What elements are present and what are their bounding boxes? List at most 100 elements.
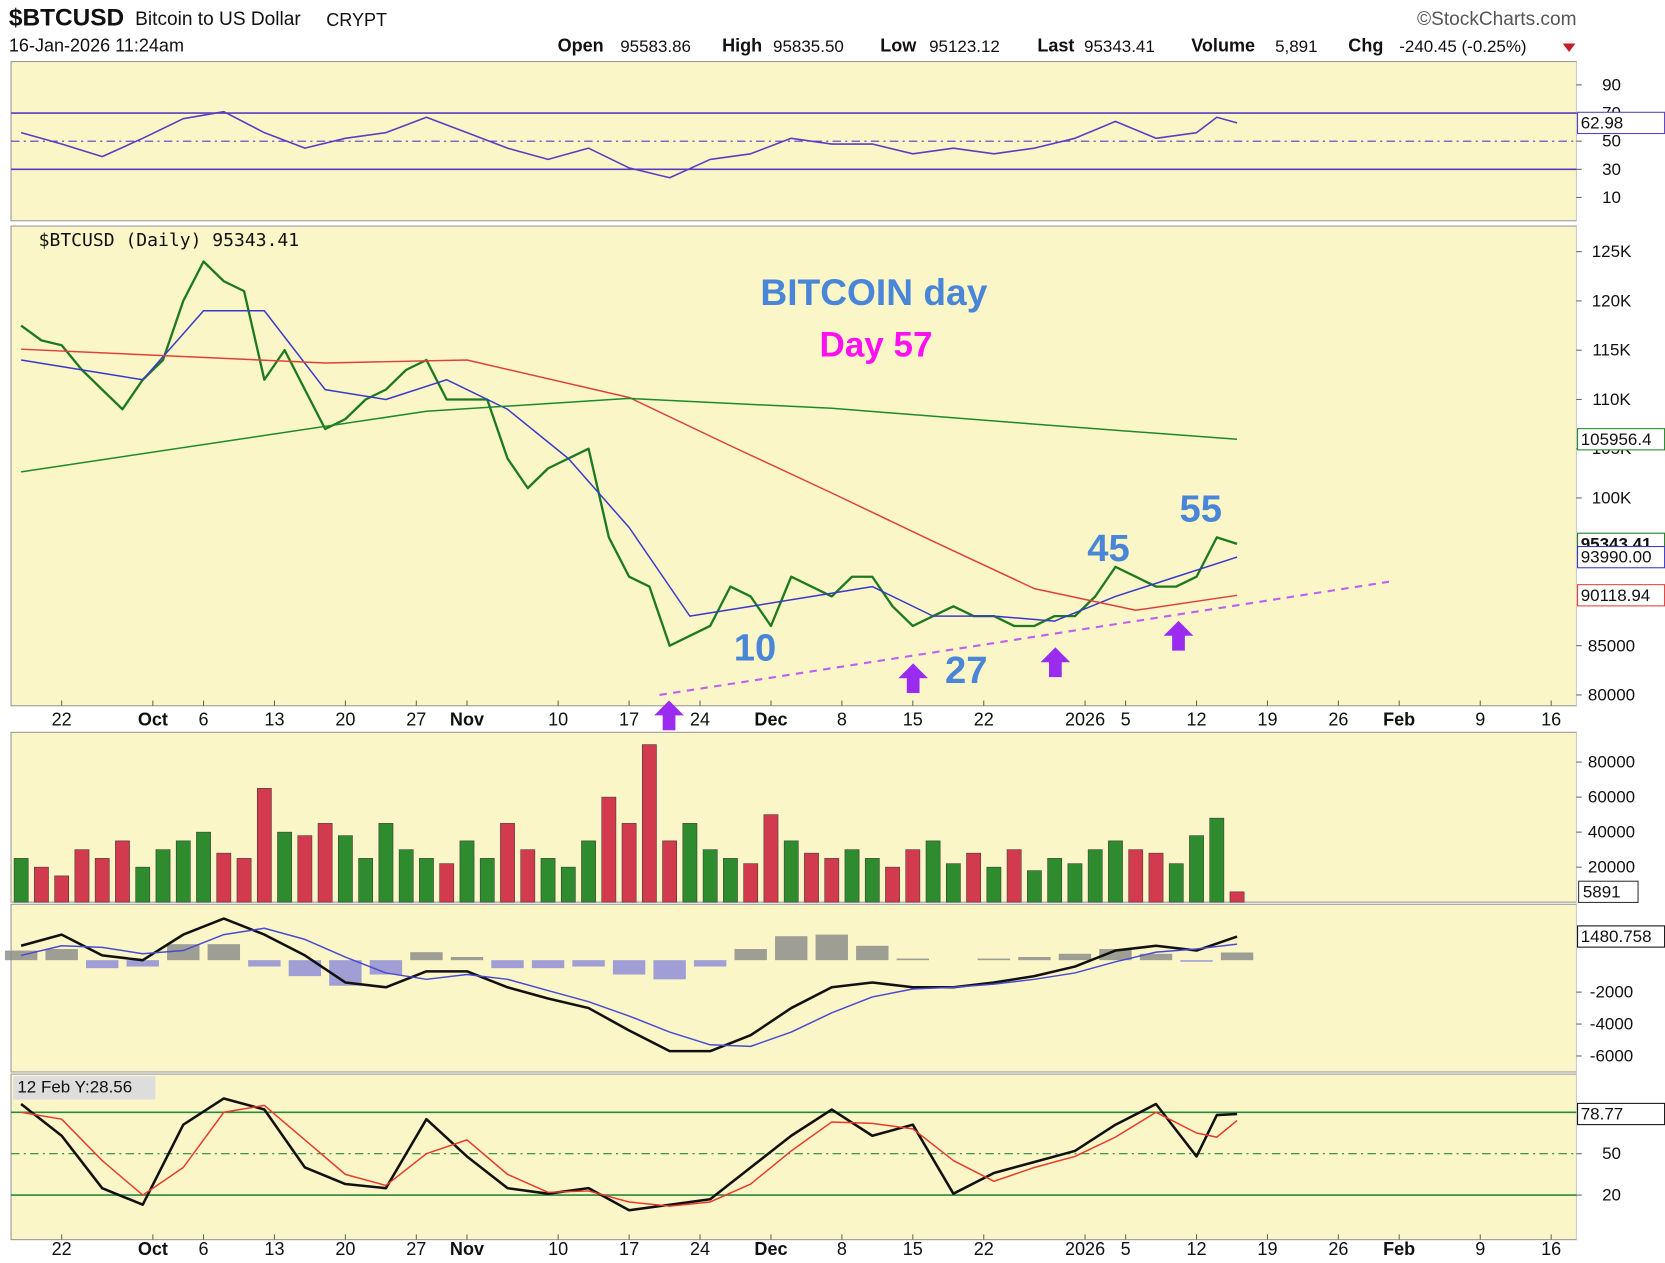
x-tick-label: 15 (903, 1239, 923, 1259)
volume-bar (1087, 849, 1103, 903)
last-label: 93990.00 (1581, 548, 1652, 567)
annotation: 27 (945, 649, 987, 692)
histogram-bar (410, 952, 443, 961)
low: 95123.12 (929, 37, 1000, 56)
volume-bar (1108, 840, 1123, 903)
low-label: Low (880, 35, 917, 55)
x-tick-label: 19 (1257, 1239, 1277, 1259)
series-line (20, 1104, 1238, 1207)
x-tick-label: Nov (450, 1239, 484, 1259)
x-tick-label: 6 (199, 709, 209, 729)
x-tick-label: 27 (406, 709, 426, 729)
volume-bar (986, 866, 1002, 903)
x-tick-label: 5 (1121, 709, 1131, 729)
x-tick-label: 10 (548, 709, 568, 729)
legend: $BTCUSD (Daily) 95343.41 (39, 230, 300, 251)
panel (10, 903, 1578, 1073)
x-tick-label: 5 (1121, 1239, 1131, 1259)
volume-bar (135, 866, 151, 903)
volume-bar (338, 835, 353, 903)
volume-bar (175, 840, 191, 903)
x-tick-label: 22 (974, 709, 994, 729)
histogram-bar (167, 944, 200, 961)
high: 95835.50 (773, 37, 844, 56)
chg: -240.45 (-0.25%) (1399, 37, 1526, 56)
histogram-bar (572, 960, 605, 967)
y-tick-label: 120K (1592, 291, 1632, 310)
histogram-bar (207, 944, 241, 961)
y-tick-label: 115K (1592, 341, 1631, 360)
volume-bar (885, 866, 900, 903)
histogram-bar (612, 960, 646, 975)
y-tick-label: 125K (1592, 242, 1632, 261)
arrow (898, 663, 929, 694)
y-tick-label: 20000 (1588, 858, 1635, 877)
volume-bar (905, 849, 921, 903)
histogram-bar (1058, 953, 1092, 961)
series-line (20, 397, 1238, 473)
volume-bar (256, 788, 272, 903)
x-tick-label: Dec (754, 709, 787, 729)
volume-bar (479, 858, 495, 903)
volume-bar (540, 858, 556, 903)
histogram-bar (491, 960, 524, 969)
histogram-bar (450, 956, 484, 961)
x-tick-label: 9 (1475, 709, 1485, 729)
last-label: 105956.4 (1581, 430, 1652, 449)
histogram-bar (815, 934, 848, 961)
y-tick-label: 30 (1602, 160, 1621, 179)
arrow (1040, 647, 1071, 678)
volume-bar (520, 849, 536, 903)
panel (10, 1073, 1578, 1241)
exchange: CRYPT (326, 10, 387, 30)
y-tick-label: 85000 (1588, 636, 1635, 655)
x-tick-label: Oct (138, 1239, 168, 1259)
y-tick-label: 60000 (1588, 788, 1635, 807)
volume-bar (13, 858, 29, 903)
y-tick-label: 40000 (1588, 823, 1635, 842)
series-line (20, 260, 1238, 647)
x-tick-label: Feb (1383, 709, 1415, 729)
histogram-bar (734, 948, 767, 961)
volume-bar (1229, 891, 1245, 903)
x-tick-label: 16 (1541, 709, 1561, 729)
histogram-bar (288, 960, 322, 977)
volume-bar (1047, 858, 1063, 903)
volume-bar (358, 858, 374, 903)
volume-bar (723, 858, 738, 903)
volume-bar (1209, 817, 1225, 903)
chg-label: Chg (1348, 35, 1383, 55)
volume-bar (642, 744, 657, 903)
last-label: Last (1037, 35, 1074, 55)
x-tick-label: 16 (1541, 1239, 1561, 1259)
volume-bar (662, 840, 677, 903)
last: 95343.41 (1084, 37, 1155, 56)
x-tick-label: 17 (619, 709, 639, 729)
histogram-bar (1018, 956, 1051, 961)
volume-bar (398, 849, 414, 903)
y-tick-label: 50 (1602, 132, 1621, 151)
histogram-bar (896, 958, 930, 961)
volume-bar (439, 863, 455, 903)
x-tick-label: Nov (450, 709, 484, 729)
x-tick-label: Oct (138, 709, 168, 729)
axis-strip (1576, 732, 1665, 903)
volume-bar (864, 858, 880, 903)
note: 12 Feb Y:28.56 (17, 1077, 132, 1096)
histogram-bar (693, 960, 727, 967)
open-label: Open (558, 35, 604, 55)
last-label: 78.77 (1581, 1105, 1623, 1124)
volume-bar (1067, 863, 1083, 903)
histogram-bar (1180, 960, 1213, 962)
x-tick-label: 22 (974, 1239, 994, 1259)
volume-bar (54, 875, 70, 903)
volume-bar (966, 852, 981, 903)
x-tick-label: 13 (264, 709, 284, 729)
volume-bar (743, 863, 759, 903)
volume-bar (1006, 849, 1022, 903)
volume-bar (317, 823, 333, 903)
x-tick-label: 24 (690, 1239, 710, 1259)
x-tick-label: 8 (837, 1239, 847, 1259)
series-line (20, 110, 1238, 179)
